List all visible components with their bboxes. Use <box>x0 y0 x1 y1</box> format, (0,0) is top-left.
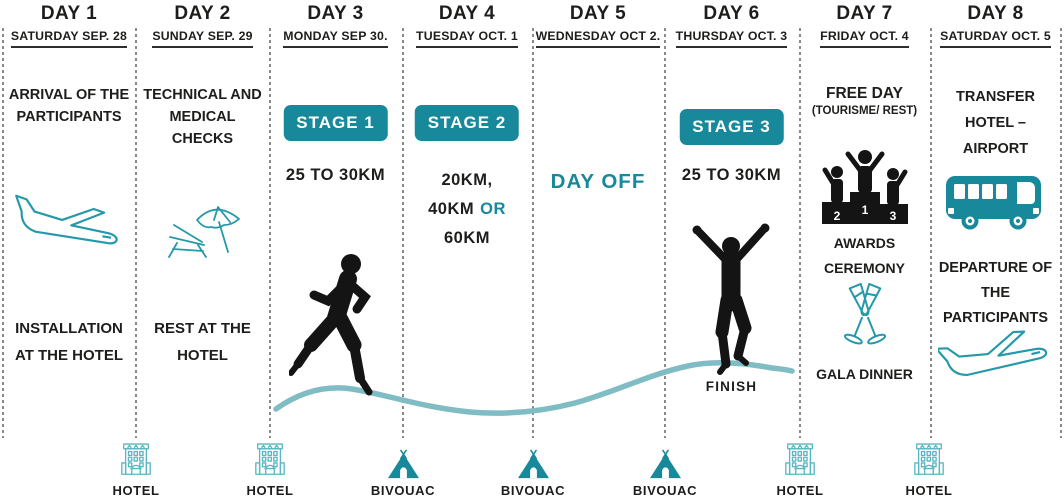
awards-podium-icon: 2 1 3 <box>822 150 908 224</box>
night-label: HOTEL <box>246 483 294 498</box>
hotel-icon <box>914 443 944 475</box>
tent-icon <box>387 449 419 479</box>
day-column-7: DAY 7 FRIDAY OCT. 4 FREE DAY (TOURISME/ … <box>799 0 930 500</box>
day-column-1: DAY 1 SATURDAY SEP. 28 ARRIVAL OF THE PA… <box>2 0 136 500</box>
column-divider <box>2 28 4 438</box>
day-column-6: DAY 6 THURSDAY OCT. 3 STAGE 3 25 TO 30KM… <box>664 0 799 500</box>
day-column-3: DAY 3 MONDAY SEP 30. STAGE 1 25 TO 30KM <box>269 0 402 500</box>
night-3-bivouac: BIVOUAC <box>353 440 453 498</box>
night-label: HOTEL <box>112 483 160 498</box>
free-day-label: FREE DAY <box>826 85 903 102</box>
bus-icon <box>946 176 1041 230</box>
day-column-4: DAY 4 TUESDAY OCT. 1 STAGE 2 20KM, 40KM O… <box>402 0 532 500</box>
night-label: BIVOUAC <box>370 483 436 498</box>
tent-icon <box>649 449 681 479</box>
day-column-5: DAY 5 WEDNESDAY OCT 2. DAY OFF <box>532 0 664 500</box>
airplane-departure-icon <box>938 330 1048 376</box>
day1-activity: ARRIVAL OF THE PARTICIPANTS <box>8 87 130 125</box>
airplane-arrival-icon <box>15 194 118 245</box>
stage2-distance: 20KM, 40KM OR 60KM <box>428 171 506 247</box>
departure-label: DEPARTURE OF THE PARTICIPANTS <box>938 260 1053 326</box>
night-label: HOTEL <box>905 483 953 498</box>
day-title: DAY 8 <box>967 3 1024 24</box>
column-divider <box>664 28 666 438</box>
day-date: SATURDAY SEP. 28 <box>2 29 136 48</box>
svg-text:3: 3 <box>890 209 897 223</box>
day2-evening: REST AT THE HOTEL <box>154 320 251 364</box>
night-2-hotel: HOTEL <box>220 440 320 498</box>
column-divider <box>402 28 404 438</box>
day-title: DAY 2 <box>174 3 231 24</box>
stage1-distance: 25 TO 30KM <box>285 166 386 184</box>
stage3-badge: STAGE 3 <box>679 109 784 145</box>
transfer-label: TRANSFER HOTEL – AIRPORT <box>956 89 1035 157</box>
column-divider <box>930 28 932 438</box>
column-divider <box>799 28 801 438</box>
gala-dinner-label: GALA DINNER <box>816 366 913 382</box>
day-column-8: DAY 8 SATURDAY OCT. 5 TRANSFER HOTEL – A… <box>930 0 1061 500</box>
day-date: FRIDAY OCT. 4 <box>799 29 930 48</box>
stage3-distance: 25 TO 30KM <box>681 166 782 184</box>
night-5-bivouac: BIVOUAC <box>615 440 715 498</box>
champagne-glasses-icon <box>843 282 887 345</box>
day-date: THURSDAY OCT. 3 <box>664 29 799 48</box>
day-date: MONDAY SEP 30. <box>269 29 402 48</box>
hotel-icon <box>785 443 815 475</box>
day-column-2: DAY 2 SUNDAY SEP. 29 TECHNICAL AND MEDIC… <box>136 0 269 500</box>
day-date: SATURDAY OCT. 5 <box>930 29 1061 48</box>
night-label: BIVOUAC <box>632 483 698 498</box>
free-day-sub: (TOURISME/ REST) <box>811 105 918 117</box>
day-title: DAY 5 <box>569 3 627 24</box>
stage1-badge: STAGE 1 <box>283 105 388 141</box>
day-off-label: DAY OFF <box>550 170 646 193</box>
column-divider <box>269 28 271 438</box>
day-date: TUESDAY OCT. 1 <box>402 29 532 48</box>
day-date: SUNDAY SEP. 29 <box>136 29 269 48</box>
night-1-hotel: HOTEL <box>86 440 186 498</box>
night-label: HOTEL <box>776 483 824 498</box>
finish-label: FINISH <box>705 379 758 394</box>
day-title: DAY 4 <box>438 3 496 24</box>
tent-icon <box>517 449 549 479</box>
night-label: BIVOUAC <box>500 483 566 498</box>
day2-activity: TECHNICAL AND MEDICAL CHECKS <box>143 87 262 147</box>
svg-text:1: 1 <box>862 203 869 217</box>
awards-label: AWARDS CEREMONY <box>824 235 905 276</box>
beach-chair-icon <box>168 206 240 258</box>
day-title: DAY 3 <box>307 3 364 24</box>
day-date: WEDNESDAY OCT 2. <box>532 29 664 48</box>
day-title: DAY 7 <box>836 3 893 24</box>
day1-evening: INSTALLATION AT THE HOTEL <box>14 320 124 364</box>
day-title: DAY 1 <box>40 3 98 24</box>
column-divider <box>532 28 534 438</box>
day-title: DAY 6 <box>703 3 760 24</box>
night-7-hotel: HOTEL <box>879 440 979 498</box>
column-divider <box>135 28 137 438</box>
svg-text:2: 2 <box>834 209 841 223</box>
night-6-hotel: HOTEL <box>750 440 850 498</box>
night-4-bivouac: BIVOUAC <box>483 440 583 498</box>
finisher-icon <box>692 223 770 375</box>
runner-icon <box>289 254 373 396</box>
hotel-icon <box>121 443 151 475</box>
column-divider <box>1060 28 1062 438</box>
hotel-icon <box>255 443 285 475</box>
stage2-badge: STAGE 2 <box>414 105 520 141</box>
